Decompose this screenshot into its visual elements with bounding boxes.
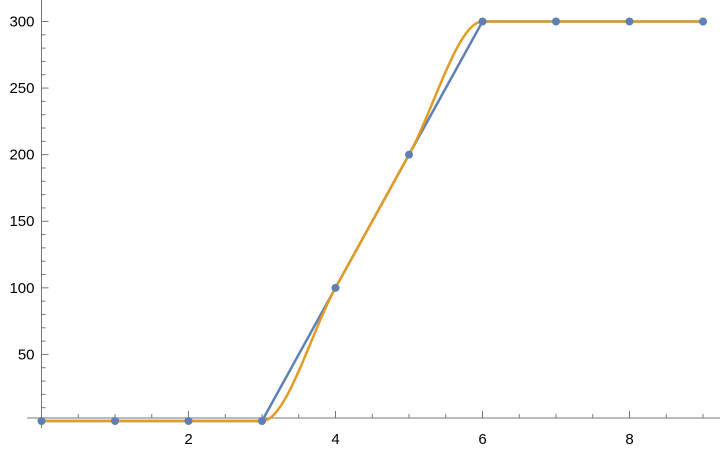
x-tick-label: 4 [331,431,339,448]
y-tick-label: 250 [9,80,34,97]
data-point [111,417,119,425]
series-curve-orange [41,20,703,423]
data-point [699,17,707,26]
y-tick-label: 150 [9,213,34,230]
data-point [258,417,266,425]
data-point [478,17,487,26]
y-tick-label: 300 [9,13,34,30]
x-tick-label: 6 [478,431,486,448]
x-tick-label: 2 [184,431,192,448]
data-point [331,283,340,292]
axes: 2 4 6 8 50 100 150 200 250 300 [9,0,720,448]
y-tick-label: 200 [9,147,34,164]
y-tick-label: 100 [9,280,34,297]
data-point [552,17,560,26]
data-point [184,417,193,425]
plot-area [37,17,707,425]
data-point [405,150,413,159]
x-tick-label: 8 [625,431,633,448]
y-tick-label: 50 [18,346,35,363]
data-point [625,17,634,26]
data-point [37,417,46,425]
